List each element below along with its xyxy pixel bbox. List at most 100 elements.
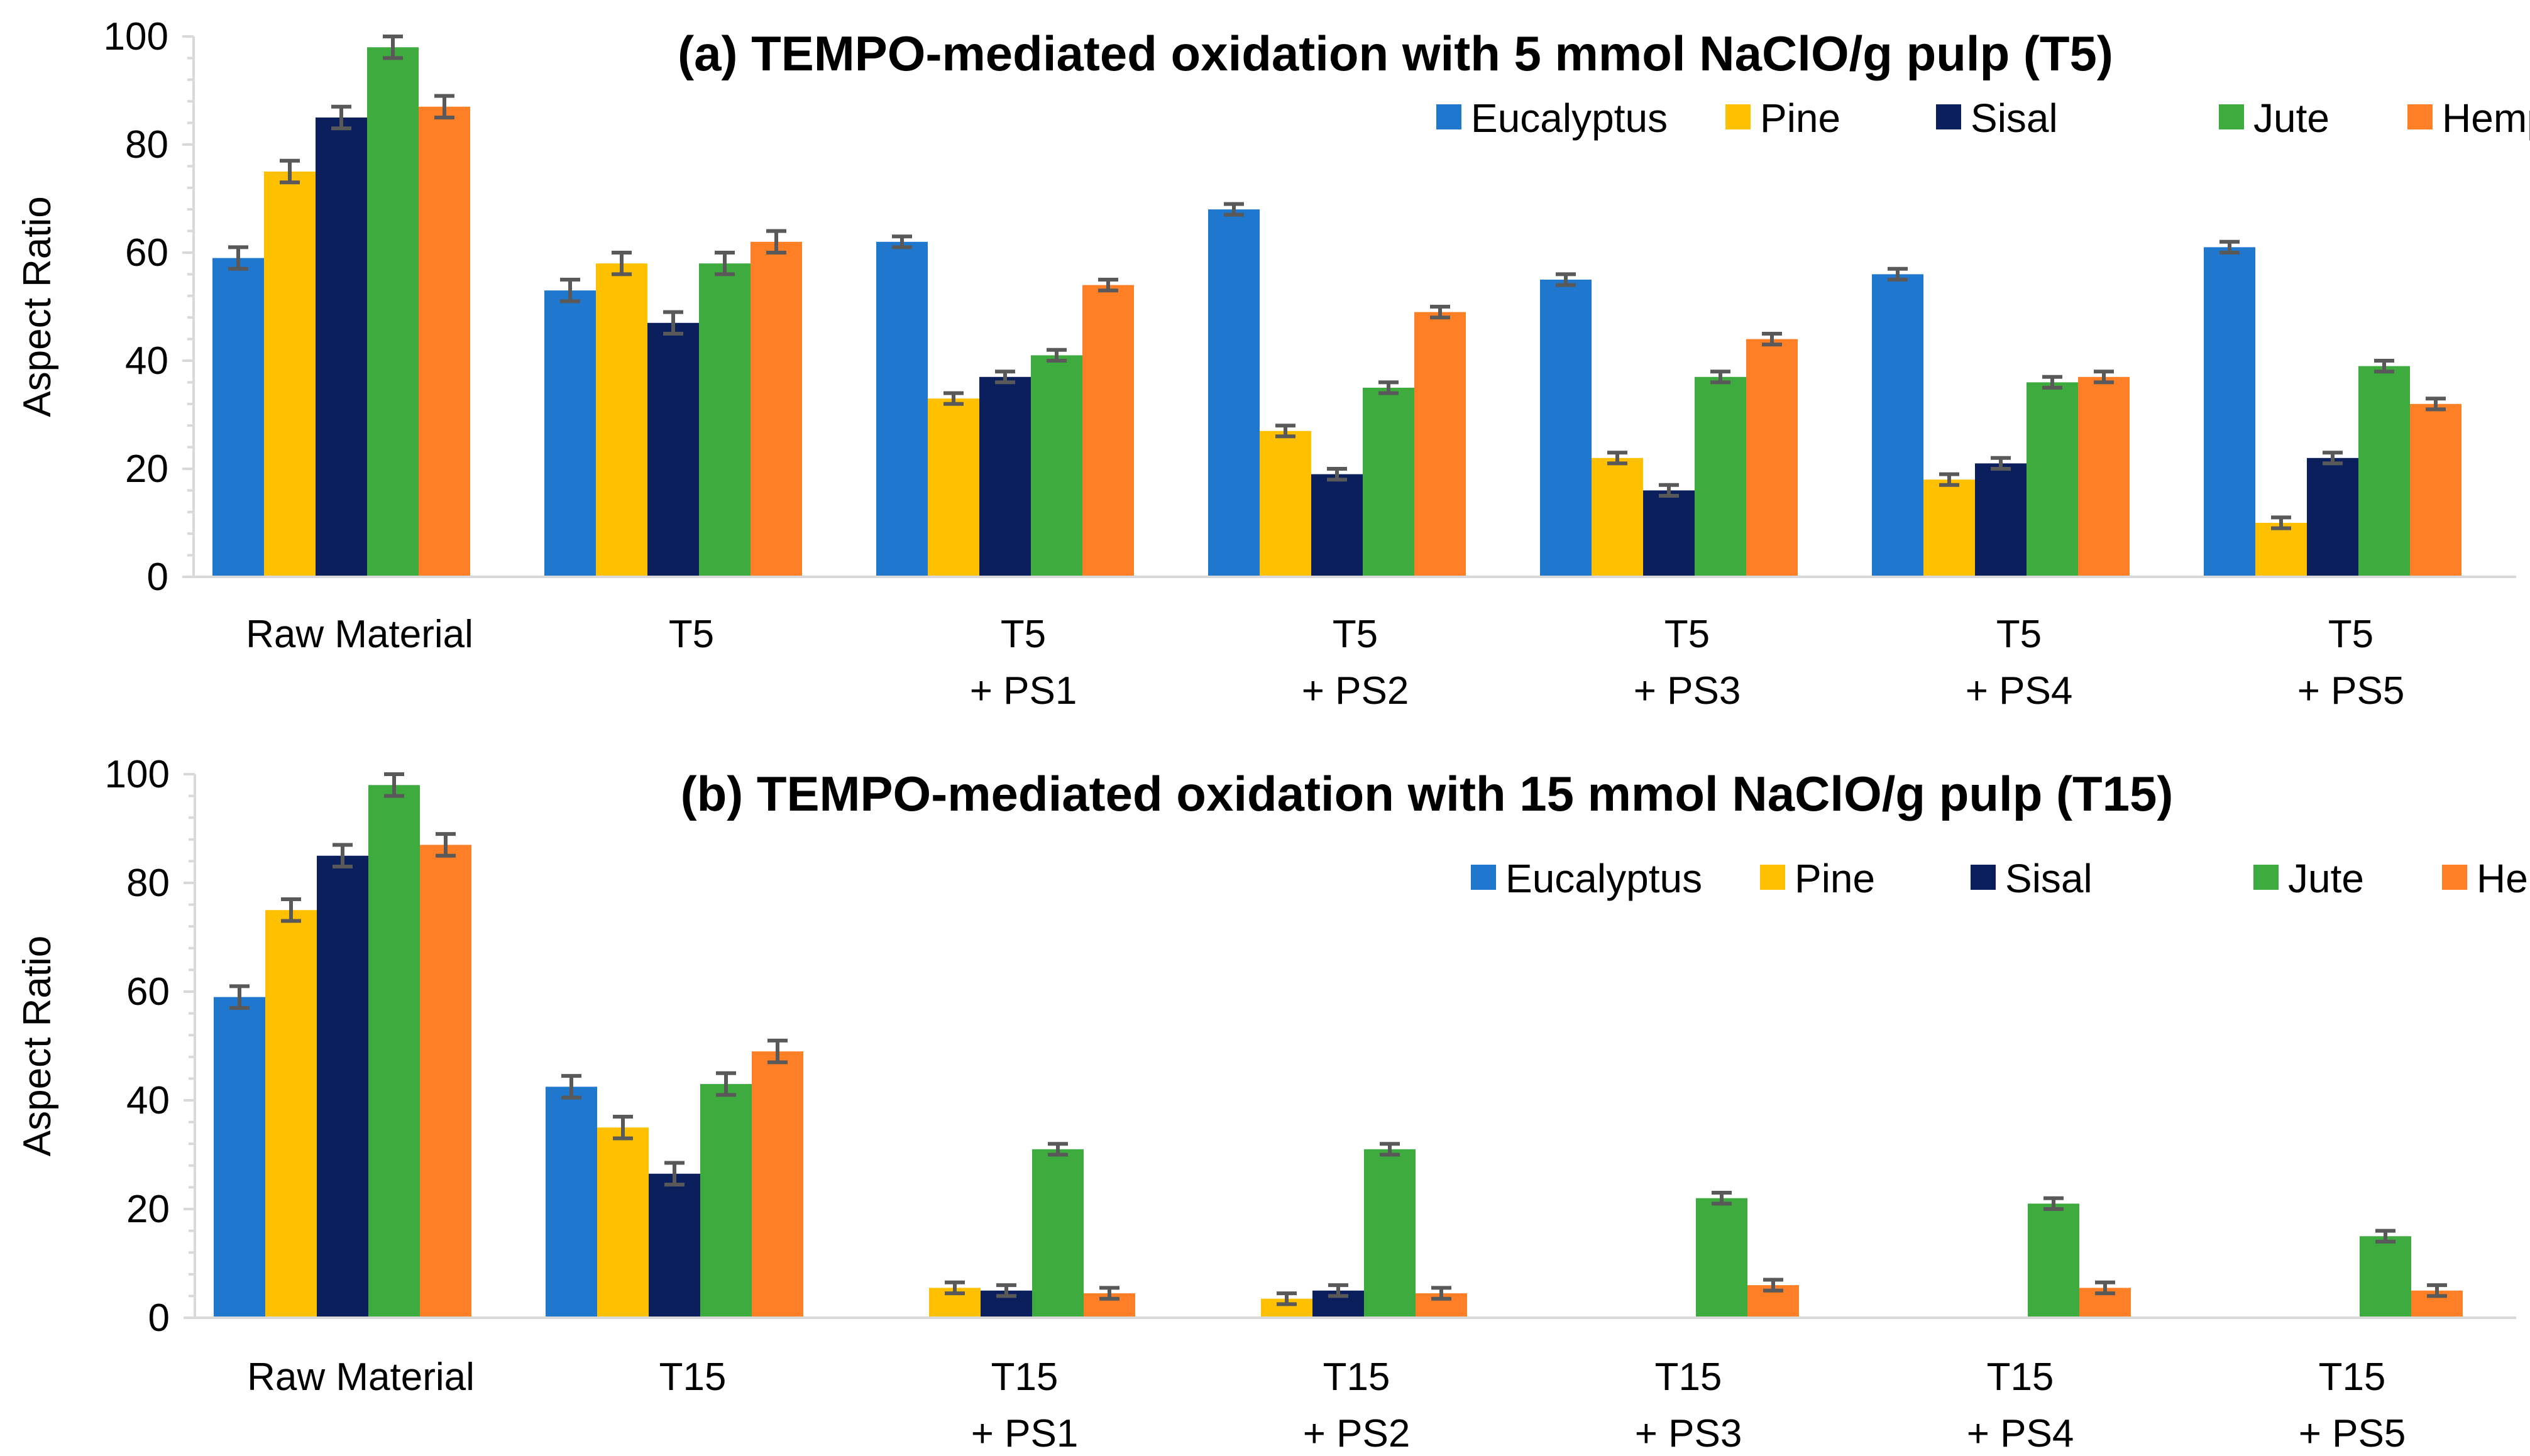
error-bar — [2323, 451, 2343, 466]
y-tick-label: 0 — [148, 1296, 170, 1340]
y-tick-label: 0 — [147, 556, 168, 599]
legend-swatch-jute — [2253, 865, 2279, 890]
bars — [212, 35, 2461, 577]
error-bar — [1099, 1286, 1119, 1301]
bar-jute — [1695, 376, 1746, 577]
bar-jute — [1363, 388, 1414, 577]
bar-sisal — [1975, 463, 2027, 577]
error-bar — [434, 94, 454, 119]
error-bar — [2426, 397, 2446, 412]
legend-label-hemp: Hemp — [2442, 96, 2530, 141]
bar-jute — [1696, 1198, 1747, 1318]
error-bar — [1763, 1278, 1783, 1293]
y-tick-label: 40 — [126, 1079, 170, 1122]
bar-jute — [699, 263, 751, 577]
x-category-line: + PS2 — [1303, 1412, 1411, 1455]
bar-pine — [1923, 479, 1975, 577]
y-tick-label: 80 — [125, 123, 168, 167]
x-category-line: + PS2 — [1302, 669, 1409, 713]
x-category-label: T5 — [669, 613, 714, 656]
bar-jute — [1032, 1149, 1084, 1318]
error-bar — [281, 897, 301, 923]
error-bar — [561, 1074, 581, 1100]
legend-swatch-eucalyptus — [1471, 865, 1496, 890]
error-bar — [2094, 369, 2114, 385]
x-category-label: T5 + PS2 — [1302, 613, 1409, 713]
bar-jute — [2358, 366, 2410, 577]
x-category-line: T5 — [1664, 613, 1710, 656]
error-bar — [384, 772, 404, 798]
y-tick-label: 100 — [104, 15, 168, 58]
bar-sisal — [316, 118, 367, 577]
x-category-line: T5 — [2328, 613, 2373, 656]
bar-eucalyptus — [212, 258, 264, 577]
bar-sisal — [1311, 474, 1363, 577]
series-hemp — [419, 94, 2461, 577]
error-bar — [2374, 359, 2394, 374]
legend-swatch-pine — [1725, 104, 1751, 129]
error-bar — [1431, 1286, 1451, 1301]
y-tick-label: 20 — [125, 447, 168, 491]
error-bar — [766, 229, 786, 255]
error-bar — [560, 278, 580, 304]
x-category-label: T15 + PS3 — [1635, 1355, 1742, 1455]
bar-eucalyptus — [214, 997, 265, 1318]
error-bar — [1048, 1142, 1068, 1157]
series-sisal — [317, 843, 1364, 1318]
bar-hemp — [420, 845, 471, 1318]
error-bar — [2375, 1229, 2395, 1244]
legend-label-pine: Pine — [1795, 856, 1875, 901]
error-bar — [1712, 1191, 1732, 1206]
bar-hemp — [1746, 339, 1798, 577]
bar-jute — [2360, 1236, 2411, 1318]
x-category-label: T15 + PS2 — [1303, 1355, 1411, 1455]
y-tick-label: 20 — [126, 1188, 170, 1231]
y-axis-label-a: Aspect Ratio — [16, 196, 59, 417]
x-category-labels-b: Raw Material T15 T15 + PS1 T15 + PS2 T15 + … — [247, 1355, 2406, 1455]
x-category-line: T15 — [1655, 1355, 1722, 1399]
legend-label-eucalyptus: Eucalyptus — [1471, 96, 1668, 141]
bar-pine — [2255, 523, 2307, 577]
legend-swatch-jute — [2219, 104, 2244, 129]
bar-eucalyptus — [876, 241, 928, 577]
x-category-line: Raw Material — [247, 1355, 475, 1399]
bar-eucalyptus — [546, 1087, 597, 1318]
error-bar — [436, 832, 456, 858]
x-category-label: T15 — [659, 1355, 727, 1399]
bar-pine — [264, 172, 316, 577]
error-bar — [664, 1161, 685, 1187]
chart-title-a: (a) TEMPO-mediated oxidation with 5 mmol… — [678, 26, 2113, 81]
error-bar — [767, 1038, 788, 1065]
x-category-line: T15 — [2319, 1355, 2386, 1399]
bar-pine — [1592, 457, 1643, 577]
error-bar — [612, 251, 632, 276]
x-category-line: T15 — [1323, 1355, 1390, 1399]
bar-eucalyptus — [544, 290, 596, 577]
error-bar — [228, 245, 248, 271]
bars — [214, 772, 2463, 1318]
bar-hemp — [751, 241, 802, 577]
x-category-line: + PS5 — [2299, 1412, 2406, 1455]
error-bar — [1327, 467, 1347, 482]
error-bar — [715, 251, 735, 276]
bar-hemp — [419, 106, 470, 577]
x-category-labels-a: Raw Material T5 T5 + PS1 T5 + PS2 T5 + PS3 … — [246, 613, 2404, 713]
y-tick-label: 80 — [126, 862, 170, 905]
error-bar — [1556, 272, 1576, 287]
series-hemp — [420, 832, 2463, 1318]
bar-pine — [265, 910, 317, 1318]
legend-label-sisal: Sisal — [1971, 96, 2058, 141]
error-bar — [1430, 305, 1450, 320]
series-eucalyptus — [212, 202, 2255, 577]
bar-pine — [596, 263, 647, 577]
legend-label-pine: Pine — [1760, 96, 1840, 141]
legend-label-jute: Jute — [2288, 856, 2364, 901]
panel-b: (b) TEMPO-mediated oxidation with 15 mmo… — [16, 753, 2530, 1455]
bar-hemp — [752, 1051, 803, 1318]
error-bar — [280, 158, 300, 185]
bar-hemp — [1082, 285, 1134, 577]
bar-hemp — [1414, 312, 1466, 577]
x-category-label: T5 + PS1 — [970, 613, 1077, 713]
x-category-label: T15 + PS5 — [2299, 1355, 2406, 1455]
